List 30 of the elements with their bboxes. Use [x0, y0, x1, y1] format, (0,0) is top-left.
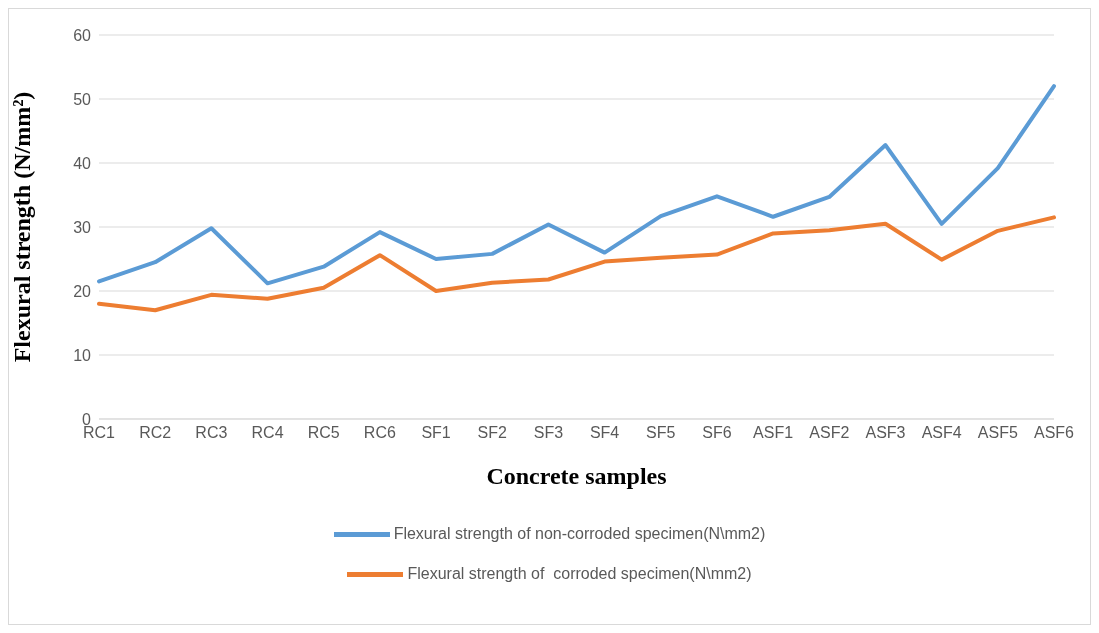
x-tick-label: ASF6 — [1033, 424, 1075, 442]
line-series — [97, 215, 1056, 313]
x-tick-label: ASF5 — [977, 424, 1018, 442]
x-tick-label: SF1 — [421, 424, 451, 442]
y-tick-label: 40 — [73, 154, 92, 172]
line-series — [97, 84, 1056, 286]
x-tick-label: SF5 — [646, 424, 676, 442]
x-tick-label: ASF4 — [921, 424, 962, 442]
x-tick-label: ASF1 — [753, 424, 794, 442]
x-tick-label: SF6 — [702, 424, 732, 442]
x-tick-label: ASF3 — [865, 424, 906, 442]
legend-label: Flexural strength of corroded specimen(N\mm2) — [407, 564, 752, 584]
x-tick-label: RC5 — [307, 424, 340, 442]
y-axis-title: Flexural strength (N/mm²) — [8, 91, 35, 363]
x-tick-label: RC3 — [195, 424, 228, 442]
x-tick-label: SF4 — [589, 424, 620, 442]
x-tick-label: RC1 — [82, 424, 116, 442]
x-tick-label: RC4 — [251, 424, 284, 442]
x-tick-label: SF2 — [477, 424, 508, 442]
x-axis-title: Concrete samples — [486, 463, 667, 489]
x-tick-label: SF3 — [533, 424, 564, 442]
x-tick-label: RC6 — [363, 424, 396, 442]
legend-label: Flexural strength of non-corroded specimen(N\mm2) — [393, 524, 766, 544]
x-tick-label: ASF2 — [809, 424, 850, 442]
y-tick-label: 30 — [73, 218, 92, 236]
y-tick-label: 10 — [73, 346, 92, 364]
y-tick-label: 50 — [73, 90, 92, 108]
y-tick-label: 60 — [73, 26, 92, 44]
x-tick-label: RC2 — [139, 424, 172, 442]
y-tick-label: 20 — [73, 282, 92, 300]
